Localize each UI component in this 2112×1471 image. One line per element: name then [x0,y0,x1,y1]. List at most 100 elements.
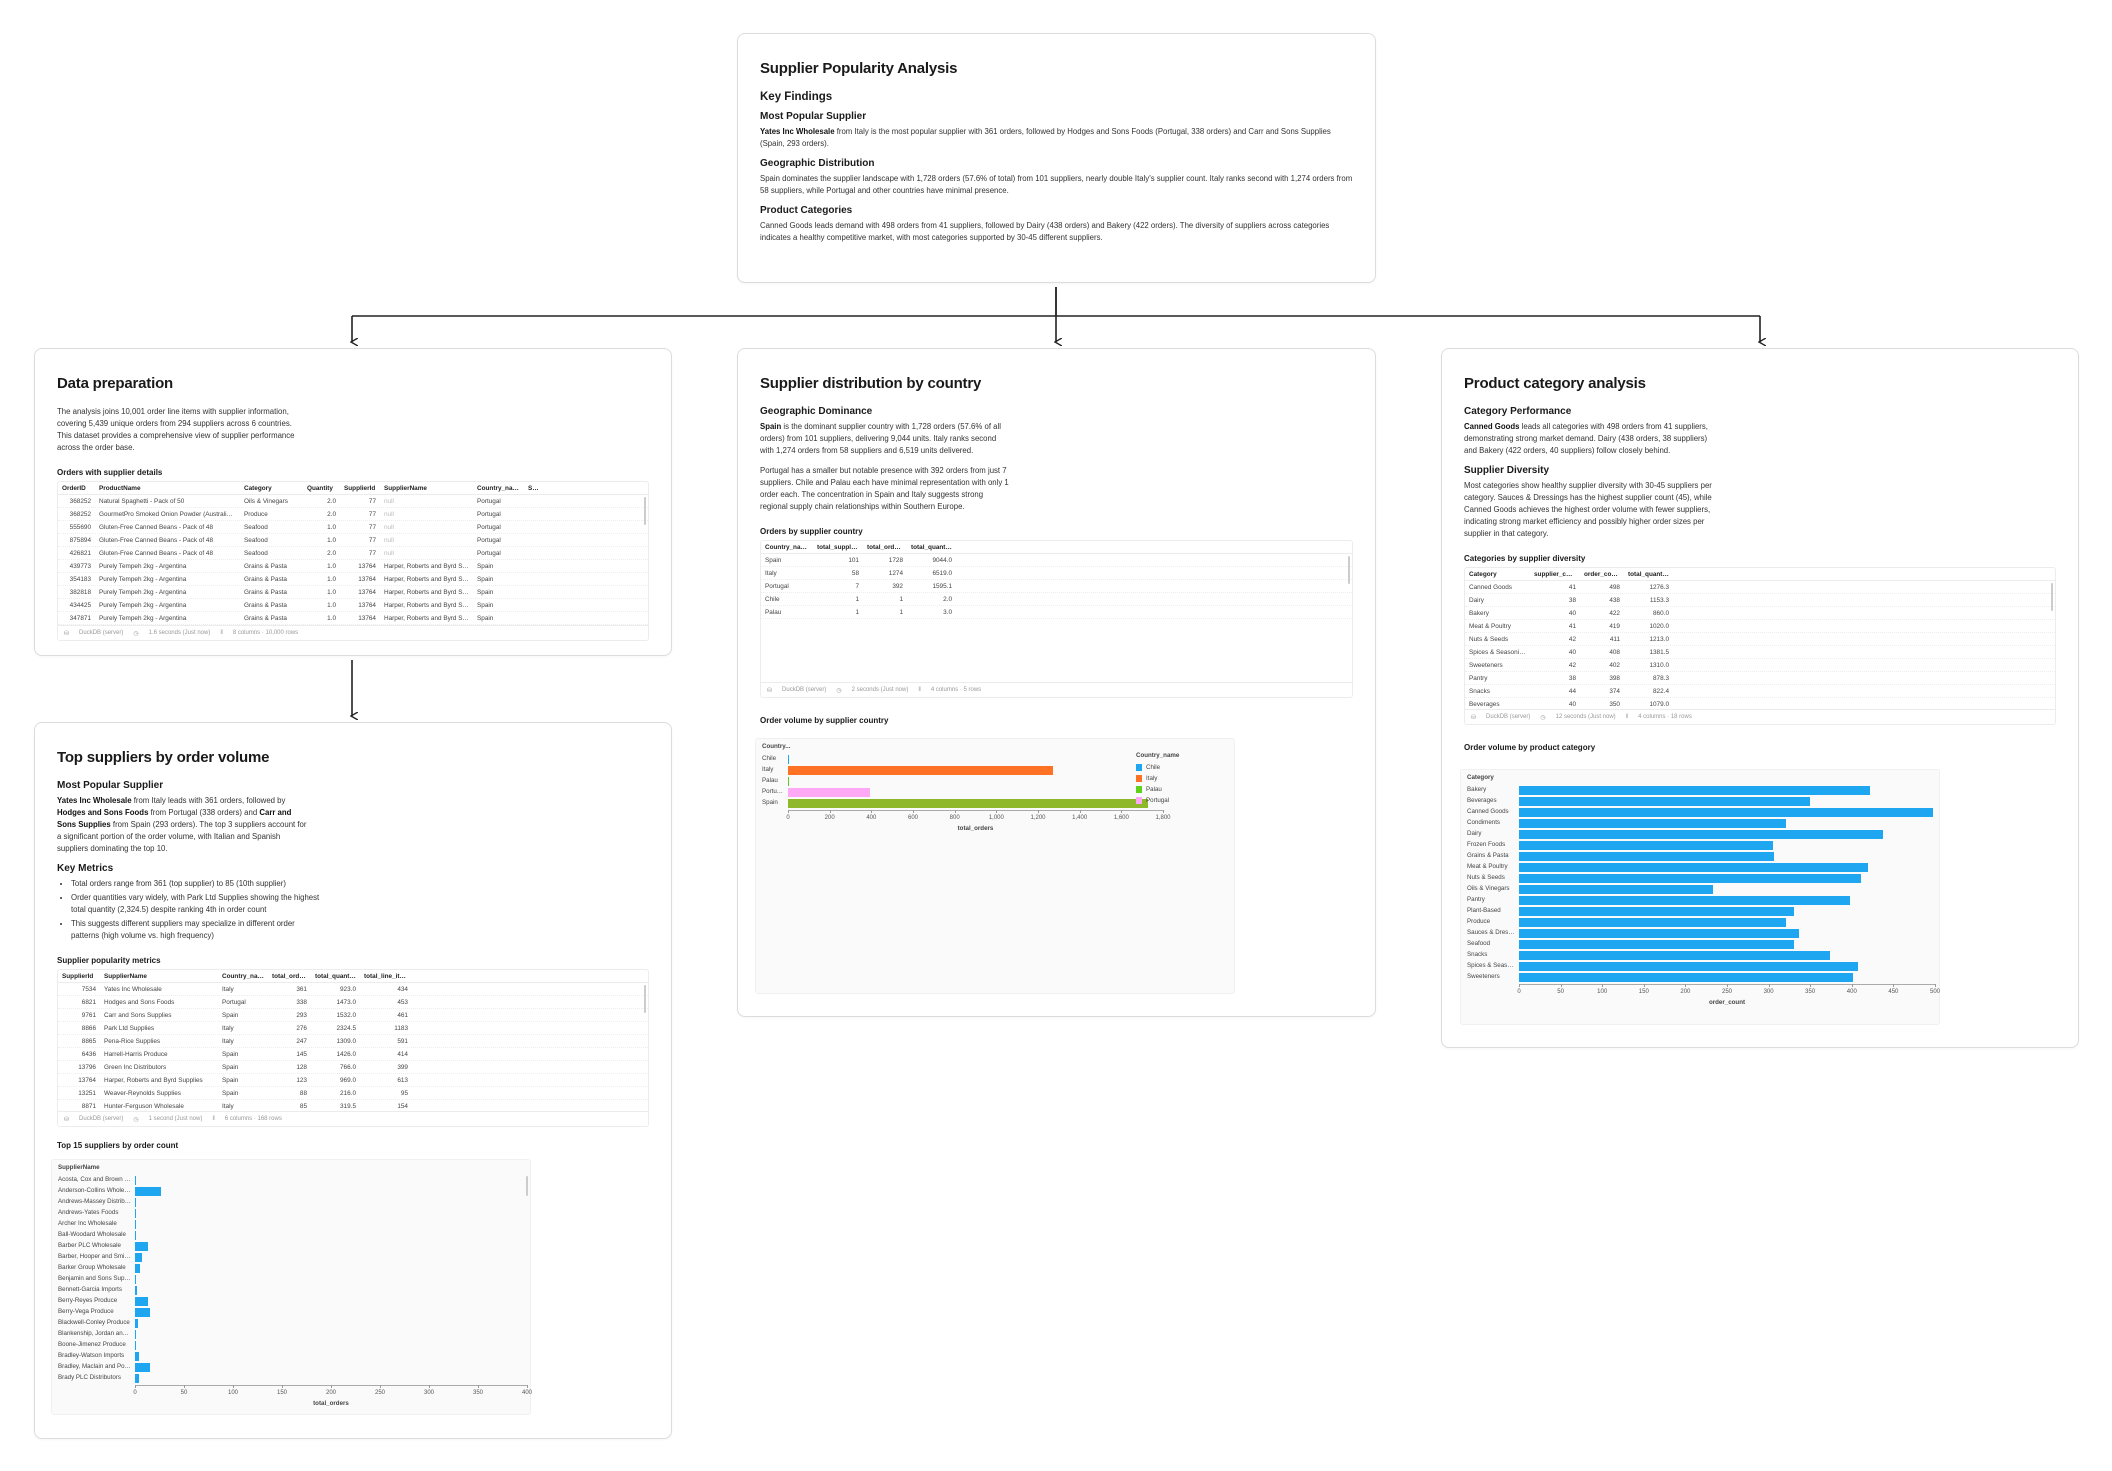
column-header[interactable]: Sup [528,484,541,492]
bar[interactable] [135,1352,139,1361]
table-row[interactable]: 382818 Purely Tempeh 2kg - Argentina Grain… [58,586,648,599]
table-row[interactable]: 8866 Park Ltd Supplies Italy 276 2324.5 1183 [58,1022,648,1035]
bar[interactable] [788,755,789,764]
table-row[interactable]: Sweeteners 42 402 1310.0 [1465,659,2055,672]
column-header[interactable]: total_quantity [911,543,953,551]
column-header[interactable]: SupplierName [104,972,147,980]
vertical-scrollbar[interactable] [644,497,646,525]
bar[interactable] [788,788,870,797]
column-header[interactable]: Country_name [222,972,267,980]
table-row[interactable]: 6436 Harrell-Harris Produce Spain 145 1426.0… [58,1048,648,1061]
bar[interactable] [788,766,1054,775]
column-header[interactable]: Country_name [477,484,522,492]
table-row[interactable]: 368252 GourmetPro Smoked Onion Powder (Au… [58,508,648,521]
column-header[interactable]: OrderID [62,484,86,492]
column-header[interactable]: Category [244,484,272,492]
supplier-metrics-table[interactable]: SupplierId SupplierName Country_name total_… [57,969,649,1127]
bar[interactable] [135,1253,142,1262]
country-chart[interactable]: Country... Chile Italy Palau Portugal Spain 0 2… [755,738,1235,994]
bar[interactable] [1519,962,1859,971]
bar[interactable] [135,1176,136,1185]
bar[interactable] [1519,874,1861,883]
vertical-scrollbar[interactable] [1348,556,1350,584]
bar[interactable] [1519,797,1811,806]
bar[interactable] [1519,808,1934,817]
bar[interactable] [1519,929,1800,938]
bar[interactable] [1519,819,1787,828]
column-header[interactable]: SupplierId [344,484,376,492]
column-header[interactable]: Country_name [765,543,810,551]
bar[interactable] [1519,885,1713,894]
column-header[interactable]: SupplierName [384,484,427,492]
bar[interactable] [1519,951,1831,960]
bar[interactable] [135,1264,140,1273]
bar[interactable] [135,1286,137,1295]
bar[interactable] [1519,852,1774,861]
vertical-scrollbar[interactable] [2051,583,2053,611]
table-row[interactable]: 13764 Harper, Roberts and Byrd Supplies Sp… [58,1074,648,1087]
bar[interactable] [1519,786,1871,795]
column-header[interactable]: total_orders [272,972,309,980]
table-row[interactable]: Pantry 38 398 878.3 [1465,672,2055,685]
table-row[interactable]: Portugal 7 392 1595.1 [761,580,1352,593]
bar[interactable] [135,1220,136,1229]
bar[interactable] [135,1242,148,1251]
bar[interactable] [1519,940,1794,949]
bar[interactable] [1519,830,1884,839]
table-row[interactable]: Canned Goods 41 498 1276.3 [1465,581,2055,594]
bar[interactable] [135,1297,148,1306]
vertical-scrollbar[interactable] [526,1176,528,1196]
bar[interactable] [135,1330,136,1339]
table-row[interactable]: Italy 58 1274 6519.0 [761,567,1352,580]
table-row[interactable]: Nuts & Seeds 42 411 1213.0 [1465,633,2055,646]
table-row[interactable]: Spain 101 1728 9044.0 [761,554,1352,567]
table-row[interactable]: 439773 Purely Tempeh 2kg - Argentina Grain… [58,560,648,573]
table-row[interactable]: 875894 Gluten-Free Canned Beans - Pack of… [58,534,648,547]
table-row[interactable]: 426821 Gluten-Free Canned Beans - Pack of… [58,547,648,560]
category-chart[interactable]: Category Bakery Beverages Canned Goods Condi… [1460,769,1940,1025]
column-header[interactable]: supplier_count [1534,570,1580,578]
bar[interactable] [135,1308,150,1317]
bar[interactable] [1519,918,1787,927]
bar[interactable] [135,1275,136,1284]
legend-item[interactable]: Chile [1136,762,1179,773]
bar[interactable] [135,1341,136,1350]
legend-item[interactable]: Italy [1136,773,1179,784]
orders-table[interactable]: OrderID ProductName Category Quantity Suppli… [57,481,649,641]
column-header[interactable]: SupplierId [62,972,94,980]
table-row[interactable]: 555690 Gluten-Free Canned Beans - Pack of… [58,521,648,534]
category-table[interactable]: Category supplier_count order_count total_q… [1464,567,2056,725]
column-header[interactable]: Category [1469,570,1497,578]
table-row[interactable]: 434425 Purely Tempeh 2kg - Argentina Grain… [58,599,648,612]
table-row[interactable]: 8865 Pena-Rice Supplies Italy 247 1309.0 591 [58,1035,648,1048]
vertical-scrollbar[interactable] [644,985,646,1013]
column-header[interactable]: total_orders [867,543,904,551]
table-row[interactable]: 354183 Purely Tempeh 2kg - Argentina Grain… [58,573,648,586]
bar[interactable] [1519,841,1773,850]
table-row[interactable]: 368252 Natural Spaghetti - Pack of 50 Oils… [58,495,648,508]
column-header[interactable]: Quantity [307,484,333,492]
column-header[interactable]: total_quantity [1628,570,1670,578]
table-row[interactable]: Bakery 40 422 860.0 [1465,607,2055,620]
table-row[interactable]: Spices & Seasonings 40 408 1381.5 [1465,646,2055,659]
bar[interactable] [1519,973,1854,982]
bar[interactable] [135,1363,150,1372]
table-row[interactable]: Chile 1 1 2.0 [761,593,1352,606]
column-header[interactable]: total_line_items [364,972,412,980]
bar[interactable] [135,1209,136,1218]
table-row[interactable]: 7534 Yates Inc Wholesale Italy 361 923.0 434 [58,983,648,996]
column-header[interactable]: total_suppliers [817,543,863,551]
bar[interactable] [1519,863,1868,872]
bar[interactable] [135,1187,162,1196]
legend-item[interactable]: Palau [1136,784,1179,795]
column-header[interactable]: total_quantity [315,972,357,980]
top15-suppliers-chart[interactable]: SupplierName Acosta, Cox and Brown Foods A… [51,1159,532,1415]
bar[interactable] [1519,896,1851,905]
table-row[interactable]: Meat & Poultry 41 419 1020.0 [1465,620,2055,633]
bar[interactable] [788,799,1148,808]
table-row[interactable]: 9761 Carr and Sons Supplies Spain 293 1532.0… [58,1009,648,1022]
legend-item[interactable]: Portugal [1136,795,1179,806]
table-row[interactable]: Palau 1 1 3.0 [761,606,1352,619]
table-row[interactable]: 13251 Weaver-Reynolds Supplies Spain 88 216.… [58,1087,648,1100]
bar[interactable] [1519,907,1795,916]
